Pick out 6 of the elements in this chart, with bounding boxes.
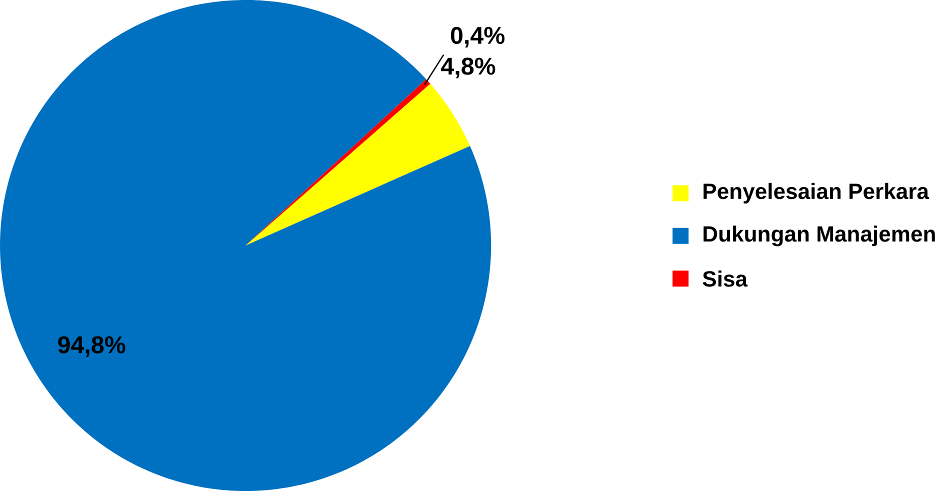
legend-label: Penyelesaian Perkara [704,182,930,204]
data-label: 94,8% [58,336,126,357]
data-label: 0,4% [450,26,504,48]
data-label: 4,8% [441,58,496,78]
legend-label: Sisa [702,270,748,287]
legend-label: Dukungan Manajemen [704,226,935,246]
